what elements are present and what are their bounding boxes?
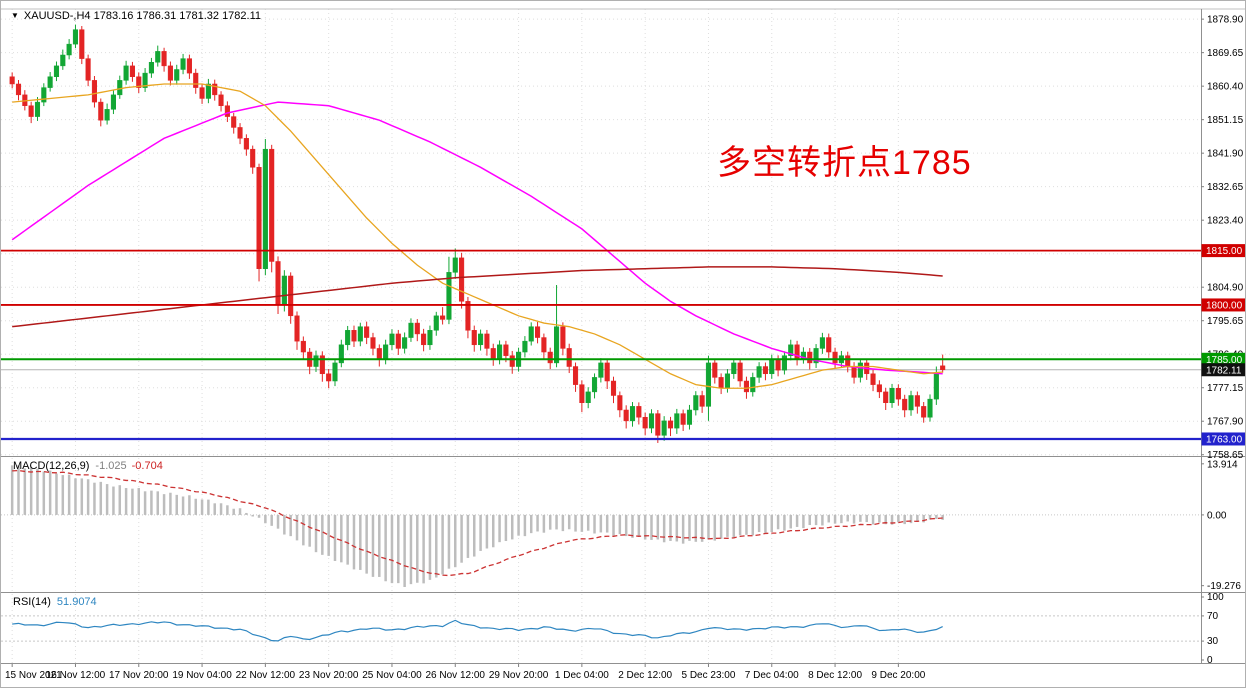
macd-pane[interactable] (1, 465, 1201, 587)
macd-indicator-label: MACD(12,26,9) -1.025 -0.704 (13, 460, 163, 472)
main-price-pane[interactable] (1, 24, 1201, 443)
svg-text:70: 70 (1207, 611, 1219, 622)
svg-text:7 Dec 04:00: 7 Dec 04:00 (745, 670, 799, 681)
horizontal-level-lines[interactable] (1, 249, 1201, 441)
svg-text:1878.90: 1878.90 (1207, 15, 1244, 26)
macd-signal-value: -0.704 (131, 460, 163, 472)
svg-text:0.00: 0.00 (1207, 510, 1227, 521)
price-axis[interactable]: 1878.90 1869.65 1860.40 1851.15 1841.90 1832.… (1201, 15, 1246, 666)
svg-text:17 Nov 20:00: 17 Nov 20:00 (109, 670, 169, 681)
svg-text:1823.40: 1823.40 (1207, 216, 1244, 227)
rsi-value: 51.9074 (56, 596, 97, 608)
rsi-indicator-label: RSI(14) 51.9074 (13, 596, 97, 608)
svg-text:-19.276: -19.276 (1207, 581, 1241, 592)
svg-text:1800.00: 1800.00 (1206, 300, 1243, 311)
svg-text:26 Nov 12:00: 26 Nov 12:00 (426, 670, 486, 681)
svg-text:1860.40: 1860.40 (1207, 82, 1244, 93)
pane-borders (1, 8, 1245, 664)
svg-text:22 Nov 12:00: 22 Nov 12:00 (236, 670, 296, 681)
svg-text:19 Nov 04:00: 19 Nov 04:00 (172, 670, 232, 681)
svg-text:1782.11: 1782.11 (1206, 365, 1242, 376)
rsi-pane[interactable] (1, 615, 1201, 642)
macd-main-value: -1.025 (95, 460, 127, 472)
svg-text:13.914: 13.914 (1207, 459, 1238, 470)
svg-text:16 Nov 12:00: 16 Nov 12:00 (46, 670, 106, 681)
svg-text:1777.15: 1777.15 (1207, 383, 1244, 394)
svg-text:8 Dec 12:00: 8 Dec 12:00 (808, 670, 862, 681)
svg-text:100: 100 (1207, 592, 1224, 603)
svg-text:1795.65: 1795.65 (1207, 316, 1244, 327)
svg-text:23 Nov 20:00: 23 Nov 20:00 (299, 670, 359, 681)
svg-text:1758.65: 1758.65 (1207, 450, 1244, 461)
svg-text:1 Dec 04:00: 1 Dec 04:00 (555, 670, 609, 681)
chart-dropdown-arrow-icon[interactable]: ▼ (11, 11, 19, 20)
svg-text:1763.00: 1763.00 (1206, 434, 1243, 445)
rsi-name: RSI(14) (13, 596, 51, 608)
symbol-ohlc-label: ▼ XAUUSD-,H4 1783.16 1786.31 1781.32 1782… (11, 10, 261, 22)
svg-text:9 Dec 20:00: 9 Dec 20:00 (871, 670, 925, 681)
svg-text:1767.90: 1767.90 (1207, 417, 1244, 428)
svg-text:30: 30 (1207, 636, 1219, 647)
svg-text:1785.00: 1785.00 (1206, 355, 1243, 366)
svg-text:15 Nov 2021: 15 Nov 2021 (5, 670, 62, 681)
svg-text:1869.65: 1869.65 (1207, 48, 1244, 59)
svg-text:29 Nov 20:00: 29 Nov 20:00 (489, 670, 549, 681)
svg-text:1815.00: 1815.00 (1206, 246, 1243, 257)
gridlines (1, 9, 1201, 663)
svg-text:1851.15: 1851.15 (1207, 115, 1244, 126)
macd-name: MACD(12,26,9) (13, 460, 90, 472)
svg-text:2 Dec 12:00: 2 Dec 12:00 (618, 670, 672, 681)
annotation-text: 多空转折点1785 (717, 144, 972, 182)
svg-text:1841.90: 1841.90 (1207, 149, 1244, 160)
svg-text:25 Nov 04:00: 25 Nov 04:00 (362, 670, 422, 681)
ohlc-values: 1783.16 1786.31 1781.32 1782.11 (93, 10, 262, 22)
svg-text:1832.65: 1832.65 (1207, 182, 1244, 193)
svg-text:0: 0 (1207, 655, 1213, 666)
symbol-name: XAUUSD-,H4 (23, 10, 91, 22)
svg-text:5 Dec 23:00: 5 Dec 23:00 (681, 670, 735, 681)
svg-text:1804.90: 1804.90 (1207, 283, 1244, 294)
